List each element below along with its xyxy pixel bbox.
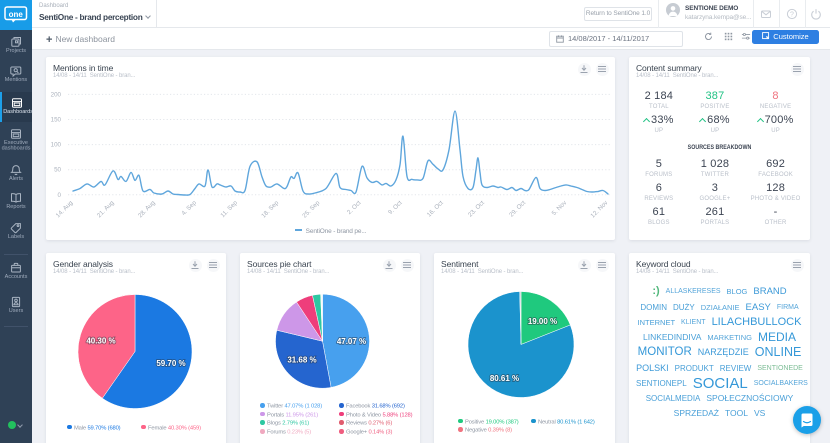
svg-text:2. Oct: 2. Oct [346,199,363,216]
svg-text:31.68 %: 31.68 % [287,356,316,365]
svg-text:one: one [9,10,24,19]
svg-text:50: 50 [54,167,61,174]
svg-text:47.07 %: 47.07 % [337,337,366,346]
svg-text:19.00 %: 19.00 % [528,317,557,326]
svg-text:14. Aug: 14. Aug [55,199,75,219]
svg-text:5. Nov: 5. Nov [551,199,569,217]
svg-text:12. Nov: 12. Nov [589,199,610,220]
svg-text:59.70 %: 59.70 % [156,359,185,368]
svg-text:59.70 %: 59.70 % [156,359,185,368]
svg-text:16. Oct: 16. Oct [426,199,445,218]
svg-text:200: 200 [51,91,62,98]
svg-text:19.00 %: 19.00 % [528,317,557,326]
svg-text:4. Sep: 4. Sep [180,199,198,217]
svg-text:31.68 %: 31.68 % [287,356,316,365]
svg-text:29. Oct: 29. Oct [508,199,527,218]
svg-text:23. Oct: 23. Oct [467,199,486,218]
svg-text:28. Aug: 28. Aug [137,199,157,219]
svg-text:?: ? [790,11,794,18]
svg-text:80.61 %: 80.61 % [490,374,519,383]
svg-text:47.07 %: 47.07 % [337,337,366,346]
svg-text:40.30 %: 40.30 % [86,337,115,346]
svg-text:40.30 %: 40.30 % [86,337,115,346]
svg-text:21. Aug: 21. Aug [96,199,116,219]
svg-text:11. Sep: 11. Sep [219,199,239,219]
svg-text:25. Sep: 25. Sep [301,199,321,219]
svg-text:0: 0 [58,192,62,199]
svg-text:18. Sep: 18. Sep [260,199,280,219]
svg-text:100: 100 [51,142,62,149]
svg-text:80.61 %: 80.61 % [490,374,519,383]
svg-text:150: 150 [51,117,62,124]
svg-text:9. Oct: 9. Oct [387,199,404,216]
